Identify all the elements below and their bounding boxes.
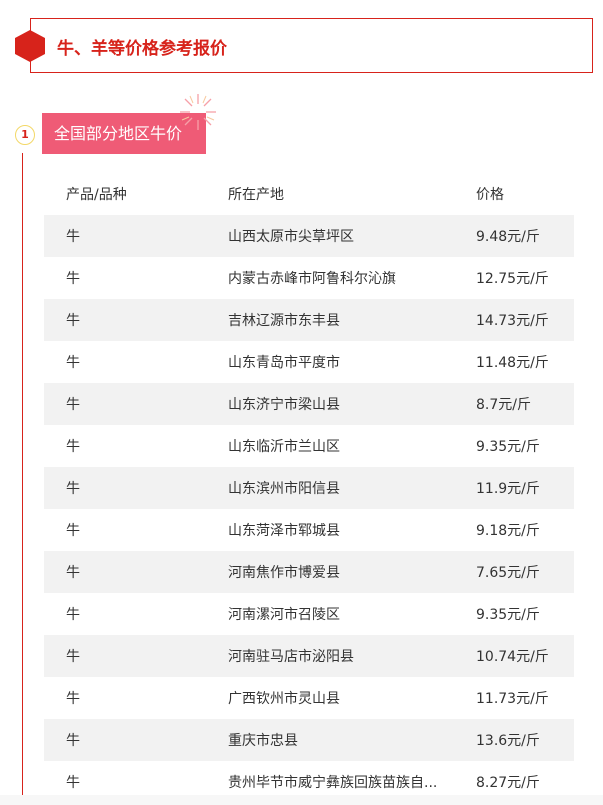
- column-header: 所在产地: [228, 187, 284, 203]
- origin-cell: 内蒙古赤峰市阿鲁科尔沁旗: [228, 271, 396, 287]
- section-title: 全国部分地区牛价: [42, 113, 206, 154]
- price-cell: 12.75元/斤: [476, 271, 549, 287]
- page-footer-strip: [0, 795, 603, 805]
- product-cell: 牛: [66, 355, 80, 371]
- table-row: 牛 山东菏泽市郓城县 9.18元/斤: [44, 509, 574, 551]
- origin-cell: 贵州毕节市威宁彝族回族苗族自...: [228, 775, 438, 791]
- product-cell: 牛: [66, 607, 80, 623]
- product-cell: 牛: [66, 271, 80, 287]
- table-row: 牛 山东滨州市阳信县 11.9元/斤: [44, 467, 574, 509]
- origin-cell: 山东临沂市兰山区: [228, 439, 340, 455]
- origin-cell: 广西钦州市灵山县: [228, 691, 340, 707]
- table-row: 牛 河南漯河市召陵区 9.35元/斤: [44, 593, 574, 635]
- table-header: 产品/品种 所在产地 价格: [44, 173, 574, 215]
- price-cell: 9.48元/斤: [476, 229, 540, 245]
- origin-cell: 山东滨州市阳信县: [228, 481, 340, 497]
- product-cell: 牛: [66, 229, 80, 245]
- table-row: 牛 河南焦作市博爱县 7.65元/斤: [44, 551, 574, 593]
- page-title: 牛、羊等价格参考报价: [57, 39, 227, 59]
- table-row: 牛 吉林辽源市东丰县 14.73元/斤: [44, 299, 574, 341]
- product-cell: 牛: [66, 775, 80, 791]
- price-cell: 8.27元/斤: [476, 775, 540, 791]
- product-cell: 牛: [66, 523, 80, 539]
- timeline-line: [22, 153, 23, 805]
- price-cell: 13.6元/斤: [476, 733, 540, 749]
- price-cell: 11.73元/斤: [476, 691, 549, 707]
- price-cell: 10.74元/斤: [476, 649, 549, 665]
- table-row: 牛 广西钦州市灵山县 11.73元/斤: [44, 677, 574, 719]
- table-row: 牛 山东济宁市梁山县 8.7元/斤: [44, 383, 574, 425]
- product-cell: 牛: [66, 649, 80, 665]
- product-cell: 牛: [66, 397, 80, 413]
- product-cell: 牛: [66, 313, 80, 329]
- origin-cell: 河南焦作市博爱县: [228, 565, 340, 581]
- table-row: 牛 河南驻马店市泌阳县 10.74元/斤: [44, 635, 574, 677]
- price-cell: 14.73元/斤: [476, 313, 549, 329]
- product-cell: 牛: [66, 565, 80, 581]
- table-row: 牛 贵州毕节市威宁彝族回族苗族自... 8.27元/斤: [44, 761, 574, 803]
- table-row: 牛 重庆市忠县 13.6元/斤: [44, 719, 574, 761]
- price-cell: 9.18元/斤: [476, 523, 540, 539]
- product-cell: 牛: [66, 481, 80, 497]
- price-cell: 8.7元/斤: [476, 397, 531, 413]
- origin-cell: 山东菏泽市郓城县: [228, 523, 340, 539]
- table-row: 牛 山东临沂市兰山区 9.35元/斤: [44, 425, 574, 467]
- origin-cell: 河南驻马店市泌阳县: [228, 649, 354, 665]
- origin-cell: 重庆市忠县: [228, 733, 298, 749]
- product-cell: 牛: [66, 733, 80, 749]
- price-cell: 9.35元/斤: [476, 607, 540, 623]
- price-cell: 11.48元/斤: [476, 355, 549, 371]
- origin-cell: 山东济宁市梁山县: [228, 397, 340, 413]
- table-row: 牛 内蒙古赤峰市阿鲁科尔沁旗 12.75元/斤: [44, 257, 574, 299]
- origin-cell: 河南漯河市召陵区: [228, 607, 340, 623]
- origin-cell: 吉林辽源市东丰县: [228, 313, 340, 329]
- table-row: 牛 山西太原市尖草坪区 9.48元/斤: [44, 215, 574, 257]
- firework-icon: [180, 94, 216, 130]
- section-number: 1: [15, 125, 35, 145]
- product-cell: 牛: [66, 691, 80, 707]
- product-cell: 牛: [66, 439, 80, 455]
- price-table: 产品/品种 所在产地 价格 牛山西太原市尖草坪区 9.48元/斤牛内蒙古赤峰市阿鲁…: [44, 173, 574, 803]
- column-header: 产品/品种: [66, 187, 127, 203]
- price-cell: 9.35元/斤: [476, 439, 540, 455]
- price-cell: 7.65元/斤: [476, 565, 540, 581]
- column-header: 价格: [476, 187, 504, 203]
- table-row: 牛 山东青岛市平度市 11.48元/斤: [44, 341, 574, 383]
- origin-cell: 山东青岛市平度市: [228, 355, 340, 371]
- price-cell: 11.9元/斤: [476, 481, 540, 497]
- origin-cell: 山西太原市尖草坪区: [228, 229, 354, 245]
